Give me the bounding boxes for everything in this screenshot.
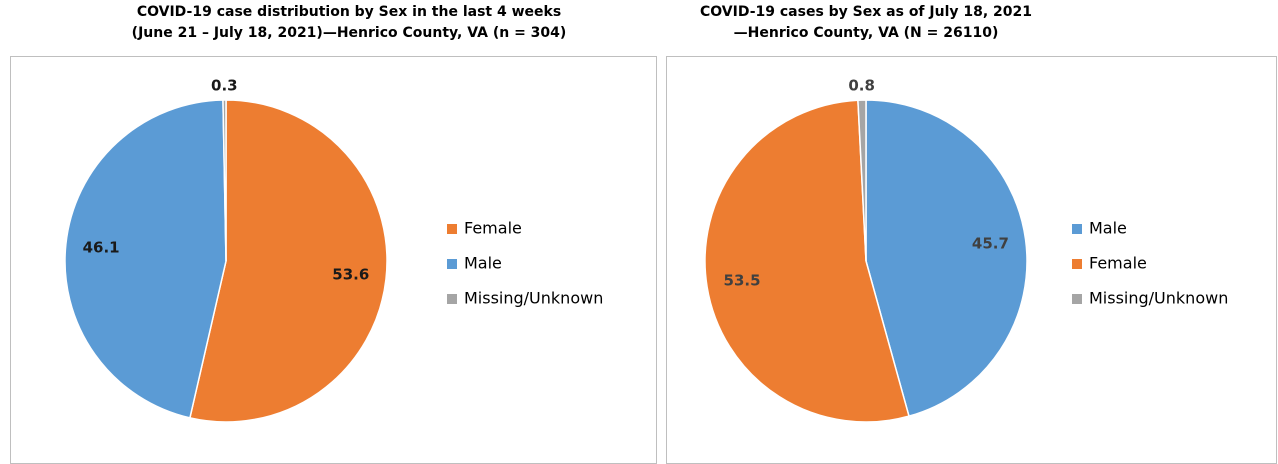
data-label: 53.5 [724, 272, 761, 290]
legend-label: Male [464, 254, 502, 273]
legend-label: Female [464, 219, 522, 238]
pie-slice [865, 99, 1028, 418]
pie-slice [188, 99, 388, 423]
pie-slice [222, 99, 227, 262]
legend-swatch [447, 294, 457, 304]
chart-title: COVID-19 case distribution by Sex in the… [137, 4, 561, 20]
pie-slice [857, 99, 867, 262]
pie-slice [64, 99, 227, 419]
data-label: 46.1 [83, 239, 120, 257]
data-label: 0.3 [211, 77, 238, 95]
legend-swatch [447, 224, 457, 234]
chart-title: COVID-19 cases by Sex as of July 18, 202… [700, 4, 1032, 20]
chart-title: (June 21 – July 18, 2021)—Henrico County… [132, 25, 567, 41]
data-label: 53.6 [332, 266, 369, 284]
legend-label: Male [1089, 219, 1127, 238]
legend-swatch [447, 259, 457, 269]
legend-label: Missing/Unknown [1089, 289, 1228, 308]
legend-swatch [1072, 294, 1082, 304]
data-label: 45.7 [972, 235, 1009, 253]
pie-slice [704, 99, 910, 423]
legend-label: Missing/Unknown [464, 289, 603, 308]
chart-title: —Henrico County, VA (N = 26110) [734, 25, 999, 41]
data-label: 0.8 [848, 77, 875, 95]
legend-swatch [1072, 259, 1082, 269]
legend-swatch [1072, 224, 1082, 234]
legend-label: Female [1089, 254, 1147, 273]
